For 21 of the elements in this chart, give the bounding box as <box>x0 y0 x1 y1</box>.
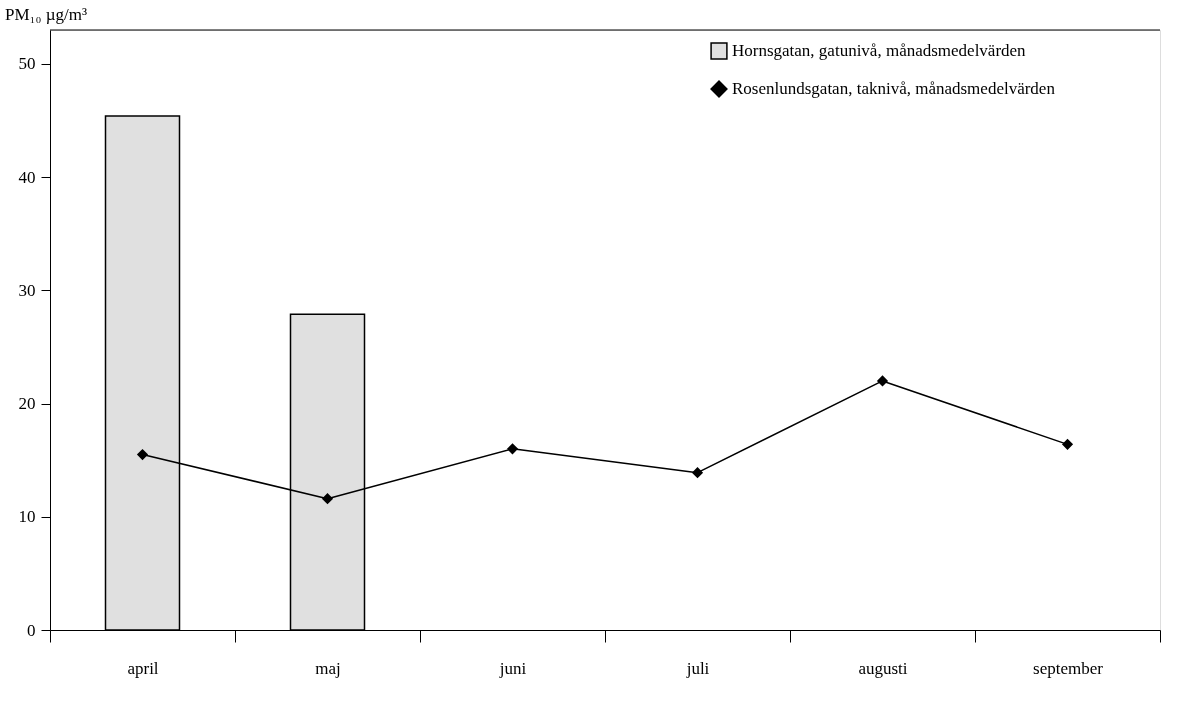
y-axis-title: PM₁₀ µg/m³ <box>5 4 88 24</box>
legend-label: Rosenlundsgatan, taknivå, månadsmedelvärden <box>732 79 1056 98</box>
x-tick-label: september <box>1033 658 1104 678</box>
y-tick-label: 30 <box>18 280 36 300</box>
y-tick-label: 0 <box>27 620 36 640</box>
y-tick-label: 20 <box>18 394 36 414</box>
point <box>322 493 333 504</box>
point <box>692 467 703 478</box>
legend-label: Hornsgatan, gatunivå, månadsmedelvärden <box>732 41 1027 60</box>
y-tick-label: 40 <box>18 167 36 187</box>
x-tick-label: augusti <box>858 658 908 678</box>
x-tick-label: maj <box>315 658 341 678</box>
point <box>1062 439 1073 450</box>
x-tick-label: juni <box>498 658 527 678</box>
x-tick-label: april <box>127 658 159 678</box>
y-tick-label: 10 <box>18 507 36 527</box>
y-tick-label: 50 <box>18 54 36 74</box>
point <box>137 449 148 460</box>
x-tick-label: juli <box>685 658 710 678</box>
point <box>507 443 518 455</box>
point <box>877 375 888 387</box>
